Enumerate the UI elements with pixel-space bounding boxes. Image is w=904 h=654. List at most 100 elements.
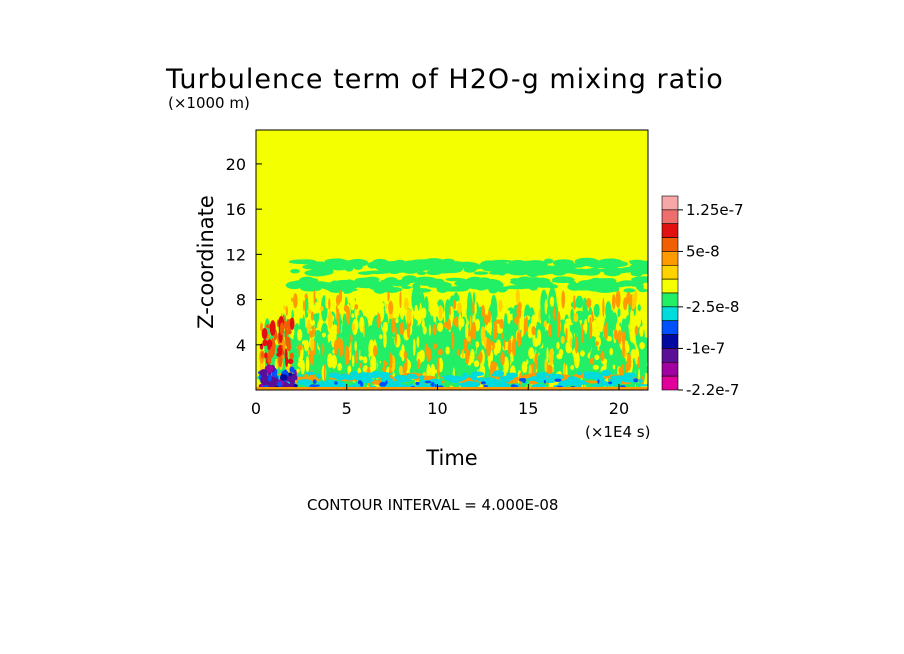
- y-tick-label: 16: [226, 200, 246, 219]
- orange-streak: [630, 294, 633, 308]
- orange-streak: [602, 297, 605, 318]
- green-streak: [490, 294, 498, 323]
- yellow-gap: [544, 298, 548, 315]
- blue-patch: [312, 379, 317, 384]
- green-streak: [568, 324, 576, 333]
- orange-streak: [589, 357, 595, 365]
- colorbar-swatch: [661, 320, 679, 335]
- orange-streak: [306, 309, 312, 314]
- green-streak: [411, 286, 421, 313]
- red-patch: [289, 317, 295, 330]
- band-patch: [517, 263, 529, 269]
- green-streak: [581, 363, 591, 371]
- yellow-gap: [432, 303, 439, 318]
- orange-streak: [357, 311, 360, 316]
- band-patch: [587, 286, 611, 292]
- yellow-gap: [546, 346, 549, 363]
- band-patch: [456, 278, 468, 285]
- yellow-gap: [629, 325, 635, 343]
- band-patch: [290, 269, 300, 274]
- orange-streak: [634, 325, 639, 336]
- red-patch: [276, 352, 282, 357]
- green-streak: [617, 308, 621, 318]
- blue-patch: [510, 384, 517, 388]
- green-streak: [506, 324, 517, 333]
- band-patch: [637, 266, 648, 275]
- cyan-patch: [353, 370, 359, 377]
- orange-streak: [591, 310, 594, 323]
- orange-streak: [617, 329, 622, 345]
- yellow-gap: [594, 354, 600, 361]
- band-patch: [577, 280, 594, 288]
- band-patch: [355, 277, 377, 282]
- orange-streak: [319, 306, 324, 312]
- x-tick-label: 15: [518, 399, 538, 418]
- orange-streak: [312, 325, 315, 337]
- orange-streak: [399, 321, 405, 336]
- band-patch: [302, 264, 323, 270]
- yellow-gap: [609, 347, 614, 356]
- orange-streak: [507, 338, 512, 356]
- blue-patch: [313, 384, 320, 387]
- red-patch: [265, 324, 271, 329]
- band-patch: [416, 271, 427, 276]
- blue-patch: [480, 381, 486, 385]
- orange-streak: [480, 326, 486, 342]
- blue-core: [260, 375, 270, 386]
- band-patch: [552, 276, 575, 284]
- yellow-gap: [556, 341, 560, 350]
- band-patch: [304, 269, 331, 277]
- cyan-patch: [462, 372, 468, 380]
- y-ticks: 4 8 12 16 20: [226, 155, 262, 355]
- red-patch: [269, 320, 276, 336]
- orange-streak: [354, 304, 359, 310]
- orange-streak: [615, 290, 621, 308]
- green-streak: [515, 348, 522, 360]
- band-patch: [508, 270, 530, 276]
- band-patch: [373, 286, 387, 294]
- y-axis-label: Z-coordinate: [194, 195, 218, 329]
- orange-streak: [310, 311, 314, 321]
- orange-streak: [482, 312, 486, 317]
- cyan-patch: [316, 373, 322, 379]
- green-streak: [558, 360, 564, 374]
- blue-patch: [385, 380, 388, 385]
- yellow-gap: [507, 309, 511, 318]
- yellow-gap: [362, 356, 368, 364]
- orange-streak: [611, 294, 616, 310]
- yellow-gap: [330, 298, 337, 308]
- orange-streak: [328, 298, 331, 311]
- orange-streak: [550, 365, 553, 374]
- orange-streak: [581, 323, 584, 344]
- red-patch: [266, 339, 273, 348]
- colorbar-swatch: [661, 306, 679, 322]
- orange-streak: [259, 322, 263, 332]
- orange-streak: [623, 297, 628, 311]
- orange-streak: [351, 323, 355, 332]
- blue-patch: [357, 380, 363, 385]
- blue-patch: [334, 381, 338, 385]
- yellow-gap: [372, 300, 375, 306]
- orange-streak: [626, 292, 632, 305]
- yellow-gap: [474, 301, 477, 316]
- orange-streak: [495, 319, 501, 324]
- orange-streak: [471, 321, 477, 341]
- orange-streak: [476, 354, 479, 361]
- orange-streak: [302, 299, 306, 312]
- band-patch: [603, 269, 622, 277]
- red-patch: [261, 327, 268, 340]
- band-patch: [443, 288, 468, 292]
- yellow-gap: [305, 355, 310, 373]
- band-patch: [357, 271, 374, 275]
- blue-patch: [430, 382, 435, 388]
- orange-streak: [389, 351, 393, 369]
- cyan-patch: [623, 372, 637, 379]
- orange-streak: [516, 303, 522, 320]
- blue-patch: [424, 380, 432, 384]
- orange-streak: [285, 305, 288, 316]
- band-patch: [456, 284, 476, 289]
- red-patch: [262, 339, 268, 347]
- cyan-patch: [595, 376, 605, 382]
- colorbar-label: -2.5e-8: [686, 298, 739, 316]
- x-ticks: 0 5 10 15 20: [251, 384, 629, 418]
